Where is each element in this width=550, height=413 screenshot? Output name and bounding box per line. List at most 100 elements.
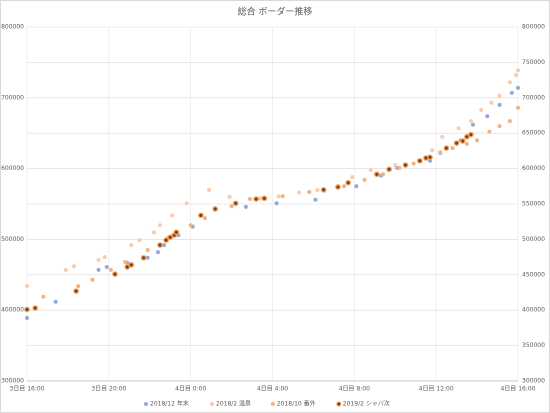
y2-tick-label: 800000	[522, 24, 545, 31]
y-tick-label: 800000	[1, 24, 24, 31]
scatter-point	[430, 148, 435, 153]
scatter-point	[313, 197, 318, 202]
x-tick-label: 4日目 16:00	[500, 386, 535, 393]
scatter-point	[427, 154, 433, 161]
scatter-point	[145, 248, 150, 253]
scatter-point	[307, 189, 312, 194]
scatter-point	[516, 105, 520, 110]
scatter-point	[516, 68, 520, 73]
scatter-point	[345, 179, 352, 186]
scatter-point	[253, 196, 259, 202]
scatter-point	[479, 107, 484, 112]
scatter-point	[137, 238, 142, 243]
legend-marker	[336, 401, 342, 407]
scatter-point	[438, 150, 443, 155]
legend-label: 2019/2 シャバ次	[343, 400, 390, 408]
scatter-point	[440, 134, 445, 139]
scatter-point	[232, 200, 239, 207]
legend-marker	[210, 402, 214, 406]
scatter-point	[297, 190, 302, 195]
scatter-point	[198, 212, 204, 219]
legend-label: 2018/10 番外	[277, 400, 316, 408]
scatter-point	[53, 299, 58, 304]
scatter-point	[170, 213, 175, 218]
scatter-point	[63, 267, 68, 272]
scatter-point	[96, 257, 101, 262]
y-tick-label: 700000	[1, 94, 24, 101]
legend-label: 2018/2 温泉	[216, 400, 251, 408]
scatter-point	[157, 242, 163, 248]
x-tick-label: 3日目 20:00	[91, 386, 126, 393]
scatter-point	[468, 119, 473, 124]
scatter-point	[112, 271, 118, 277]
scatter-point	[162, 243, 167, 248]
scatter-point	[173, 229, 180, 236]
scatter-point	[497, 93, 502, 98]
scatter-point	[507, 119, 512, 124]
scatter-point	[362, 177, 367, 182]
y2-tick-label: 550000	[522, 201, 545, 208]
scatter-point	[274, 201, 279, 206]
scatter-point	[229, 204, 234, 209]
x-tick-label: 4日目 8:00	[339, 386, 370, 393]
scatter-point	[380, 172, 385, 177]
x-tick-label: 3日目 16:00	[9, 386, 44, 393]
scatter-point	[184, 201, 189, 206]
scatter-point	[386, 166, 392, 173]
scatter-point	[73, 288, 79, 294]
scatter-point	[402, 162, 409, 168]
scatter-point	[202, 216, 207, 221]
chart-title: 総合 ボーダー推移	[238, 6, 313, 18]
y2-tick-label: 400000	[522, 307, 545, 314]
scatter-point	[24, 306, 30, 313]
scatter-point	[315, 187, 320, 192]
scatter-point	[41, 294, 46, 299]
scatter-point	[155, 250, 160, 255]
scatter-point	[516, 85, 520, 90]
scatter-point	[25, 284, 29, 289]
scatter-point	[485, 114, 490, 119]
scatter-point	[145, 255, 150, 260]
scatter-point	[470, 122, 475, 127]
scatter-point	[342, 184, 347, 189]
scatter-point	[104, 265, 109, 270]
y2-tick-label: 350000	[522, 342, 545, 349]
y2-tick-label: 750000	[522, 59, 545, 66]
scatter-point	[129, 243, 134, 248]
scatter-point	[475, 138, 480, 143]
scatter-point	[368, 168, 373, 173]
scatter-point	[320, 186, 327, 193]
scatter-point	[128, 262, 135, 268]
scatter-point	[497, 102, 502, 107]
scatter-point	[212, 206, 219, 212]
y2-tick-label: 500000	[522, 236, 545, 243]
scatter-point	[207, 187, 212, 192]
scatter-point	[151, 230, 156, 235]
scatter-point	[280, 194, 285, 199]
scatter-point	[464, 141, 469, 146]
scatter-point	[261, 195, 268, 202]
scatter-point	[102, 255, 107, 260]
scatter-point	[25, 315, 29, 320]
scatter-point	[487, 129, 492, 134]
y2-tick-label: 700000	[522, 94, 545, 101]
scatter-point	[443, 145, 450, 151]
scatter-point	[90, 277, 95, 282]
scatter-point	[350, 175, 355, 180]
y-tick-label: 300000	[1, 378, 24, 385]
scatter-point	[108, 267, 113, 272]
scatter-point	[513, 73, 518, 78]
x-tick-label: 4日目 12:00	[419, 386, 454, 393]
scatter-point	[507, 80, 512, 85]
x-tick-label: 4日目 0:00	[175, 386, 206, 393]
scatter-point	[393, 163, 398, 168]
scatter-point	[72, 264, 77, 269]
scatter-point	[276, 194, 281, 199]
scatter-point	[411, 161, 416, 166]
scatter-point	[188, 223, 193, 228]
scatter-point	[416, 157, 423, 164]
scatter-point	[96, 267, 101, 272]
scatter-point	[258, 196, 263, 201]
scatter-point	[373, 171, 380, 178]
